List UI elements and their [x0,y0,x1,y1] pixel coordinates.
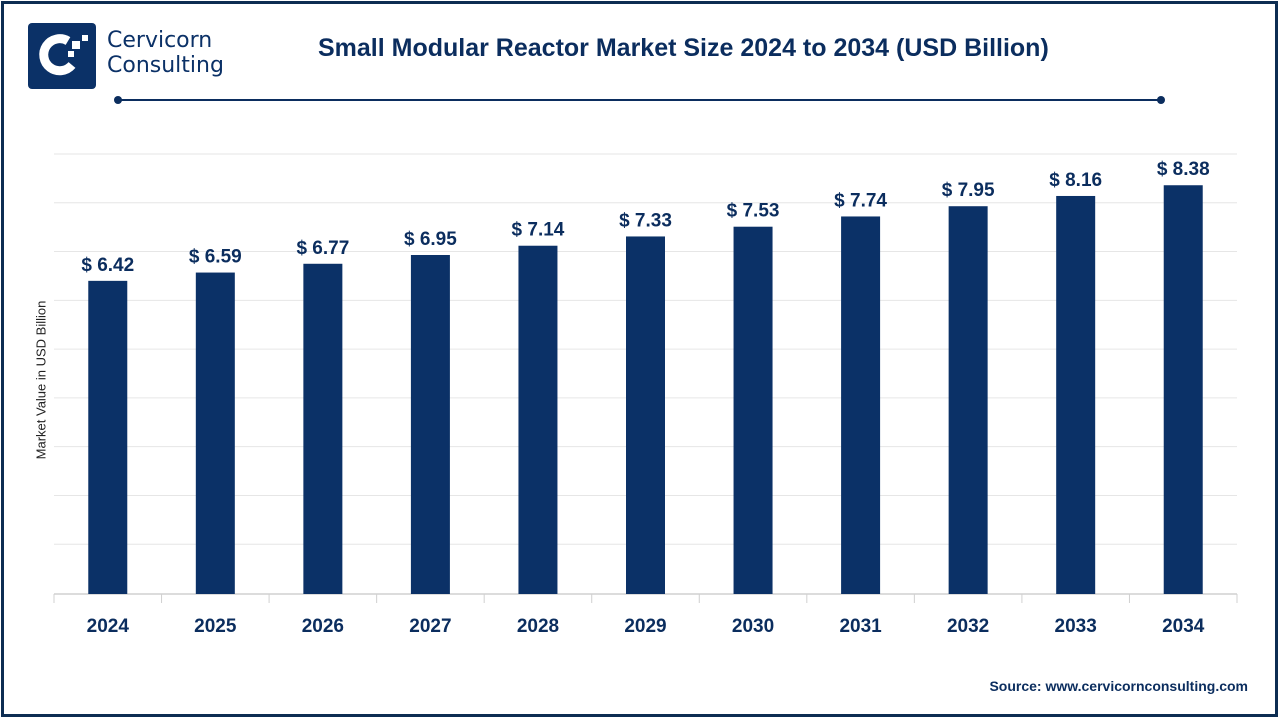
data-label: $ 7.14 [512,220,565,241]
x-tick-label: 2026 [302,616,344,637]
rule-dot-right [1157,96,1165,104]
brand-name: Cervicorn Consulting [107,28,224,78]
x-tick-label: 2033 [1055,616,1097,637]
x-tick-label: 2034 [1162,616,1205,637]
x-tick-label: 2029 [624,616,666,637]
data-label: $ 6.42 [81,255,134,276]
data-label: $ 7.53 [727,201,780,222]
bar [1056,195,1096,594]
bar [948,206,988,594]
data-label: $ 7.74 [834,190,887,211]
data-label: $ 6.95 [404,229,457,250]
x-tick-label: 2031 [839,616,882,637]
x-tick-label: 2030 [732,616,774,637]
brand-line-1: Cervicorn [107,28,213,53]
x-tick-label: 2032 [947,616,989,637]
bar [410,254,450,594]
data-label: $ 6.59 [189,247,242,268]
data-label: $ 6.77 [296,238,349,259]
brand-line-2: Consulting [107,53,224,78]
bar [195,272,235,594]
bar [1163,185,1203,594]
x-tick-label: 2025 [194,616,237,637]
x-tick-label: 2024 [87,616,130,637]
bar [303,263,343,594]
data-label: $ 7.33 [619,210,672,231]
chart-title: Small Modular Reactor Market Size 2024 t… [318,34,1049,62]
x-tick-label: 2027 [409,616,451,637]
cervicorn-logo-icon [28,23,96,89]
bar [626,236,665,594]
title-rule [118,99,1162,101]
source-text: Source: www.cervicornconsulting.com [989,678,1248,694]
data-label: $ 8.38 [1157,159,1210,180]
rule-dot-left [114,96,122,104]
bar [88,280,128,594]
bar [518,245,558,594]
data-label: $ 8.16 [1049,170,1102,191]
x-tick-label: 2028 [517,616,559,637]
data-label: $ 7.95 [942,180,995,201]
bar [733,226,773,594]
bar [841,216,881,594]
